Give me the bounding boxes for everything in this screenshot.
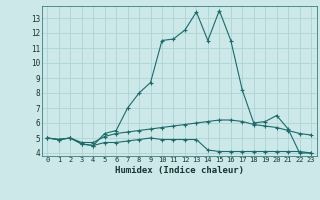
X-axis label: Humidex (Indice chaleur): Humidex (Indice chaleur) (115, 166, 244, 175)
